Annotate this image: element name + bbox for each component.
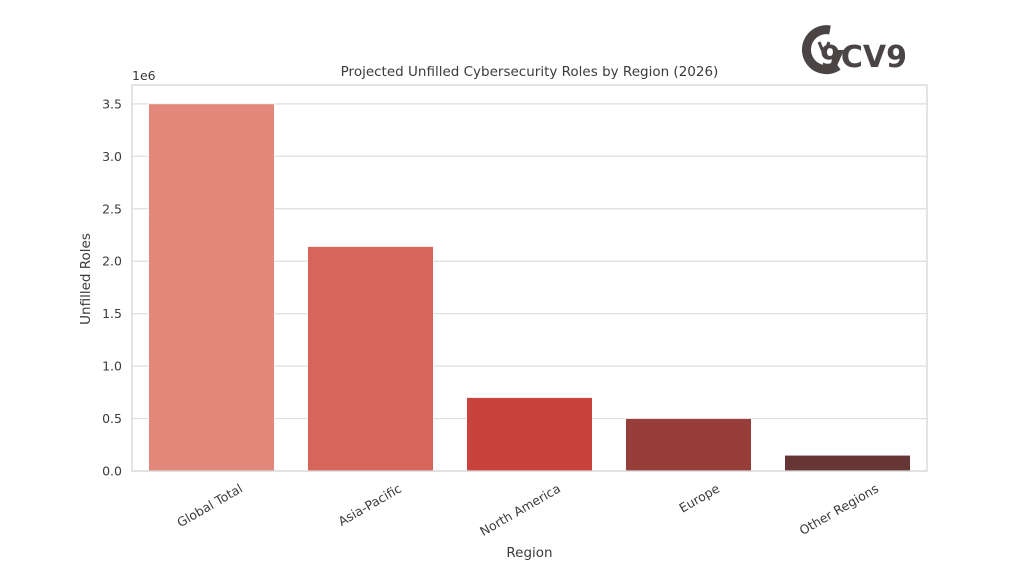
x-tick-label: Asia-Pacific [335,481,404,529]
bar [466,397,593,472]
bar [784,454,911,472]
y-tick-label: 0.5 [102,411,122,426]
y-tick-label: 2.5 [102,201,122,216]
y-tick-label: 3.5 [102,96,122,111]
y-tick-labels: 0.0 0.5 1.0 1.5 2.0 2.5 3.0 3.5 [102,96,122,478]
x-tick-labels: Global Total Asia-Pacific North America Eur… [174,480,881,538]
brand-logo-text: 9CV9 [820,40,907,75]
bars [148,103,911,472]
brand-logo-icon [801,25,844,75]
y-axis-offset-label: 1e6 [132,68,156,83]
y-tick-label: 0.0 [102,464,122,479]
y-tick-label: 3.0 [102,149,122,164]
chart-title: Projected Unfilled Cybersecurity Roles b… [340,64,719,80]
bar [625,418,752,472]
bar [307,246,434,472]
x-tick-label: Global Total [174,481,245,531]
plot-frame [131,84,928,472]
y-tick-label: 1.5 [102,306,122,321]
x-tick-label: Europe [676,480,722,515]
y-tick-label: 2.0 [102,254,122,269]
x-tick-label: Other Regions [797,481,881,538]
y-tick-label: 1.0 [102,359,122,374]
bar [148,103,275,472]
x-tick-label: North America [477,481,563,539]
x-axis-label: Region [506,545,553,561]
